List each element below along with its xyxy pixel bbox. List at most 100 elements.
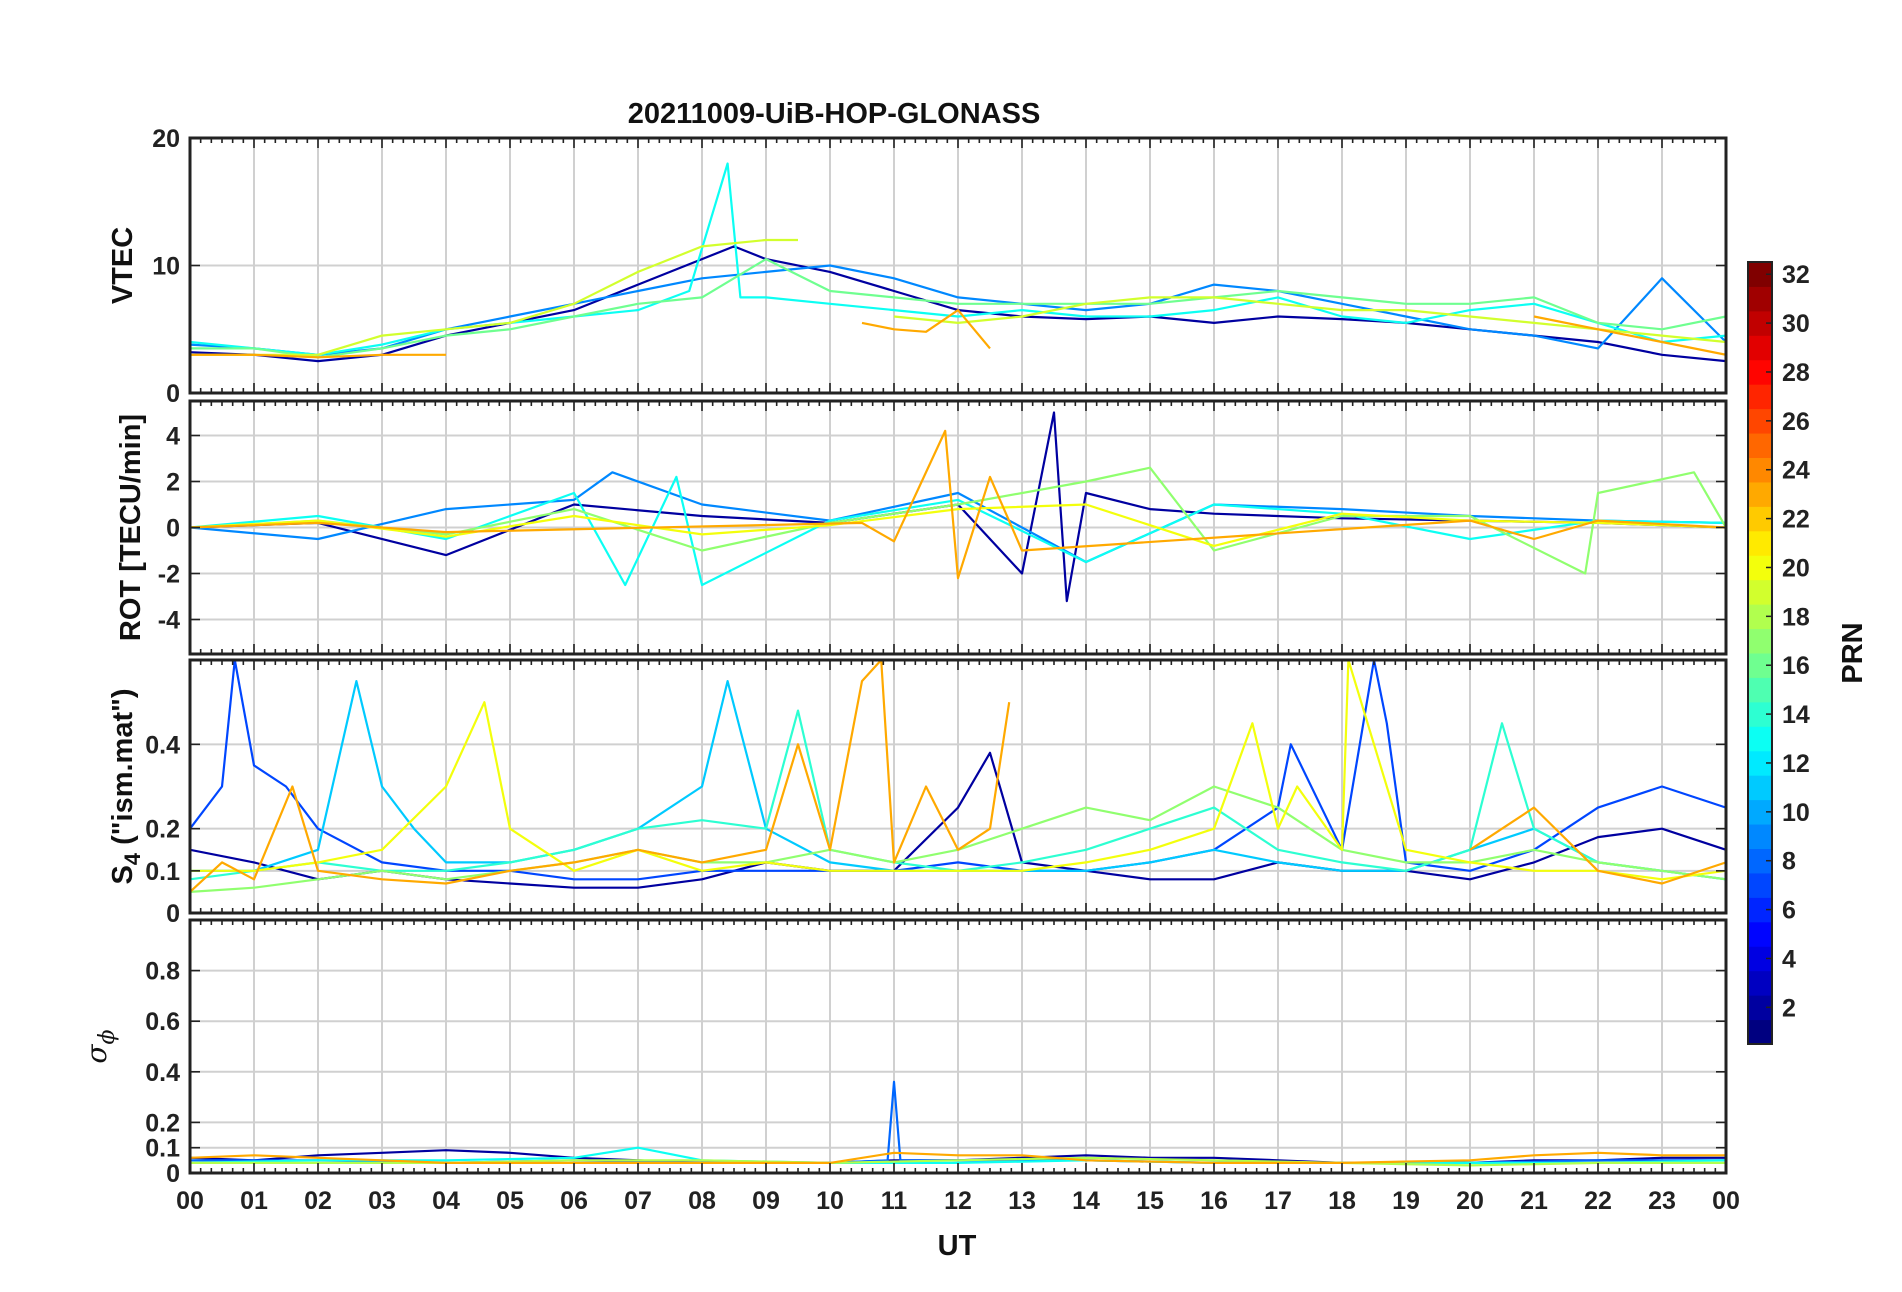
x-tick-label: 12 (944, 1187, 972, 1215)
x-tick-label: 15 (1136, 1187, 1164, 1215)
panel-vtec: 0 10 20 VTEC (107, 125, 1728, 408)
series-line-prn-23 (190, 309, 1726, 359)
panel-frame (188, 399, 1728, 656)
chart-title: 20211009-UiB-HOP-GLONASS (628, 98, 1041, 130)
colorbar-tick-label: 16 (1782, 652, 1810, 680)
y-axis-label-symbol: σ (80, 1044, 113, 1064)
y-tick-label: 0.8 (145, 958, 180, 986)
series-line-prn-23 (190, 660, 1726, 893)
y-tick-label: 0 (166, 1160, 180, 1188)
colorbar-segment (1748, 921, 1772, 947)
x-tick-label: 03 (368, 1187, 396, 1215)
y-tick-label: 20 (152, 125, 180, 153)
y-axis-label-sub: ϕ (95, 1029, 120, 1044)
y-tick-label: 0.2 (145, 816, 180, 844)
y-tick-label: 4 (166, 423, 180, 451)
x-tick-label: 22 (1584, 1187, 1612, 1215)
colorbar-segment (1748, 530, 1772, 556)
series-line-prn-2 (190, 751, 1726, 889)
x-tick-label: 06 (560, 1187, 588, 1215)
x-tick-label: 16 (1200, 1187, 1228, 1215)
x-tick-label: 09 (752, 1187, 780, 1215)
series-line-prn-23 (190, 1151, 1726, 1164)
y-tick-label: 0.1 (145, 858, 180, 886)
panel-sigma: 00.10.2 0.4 0.6 0.8 σϕ (80, 918, 1728, 1188)
colorbar-tick-label: 30 (1782, 310, 1810, 338)
series-line-prn-13 (190, 1146, 1726, 1164)
y-tick-label: 0 (166, 900, 180, 928)
x-tick-label: 00 (176, 1187, 204, 1215)
colorbar-segment (1748, 579, 1772, 605)
colorbar-tick-label: 24 (1782, 457, 1810, 485)
colorbar-tick-label: 12 (1782, 750, 1810, 778)
y-axis-label: ROT [TECU/min] (115, 414, 147, 641)
x-tick-label: 11 (881, 1187, 908, 1215)
x-tick-label: 04 (432, 1187, 460, 1215)
x-tick-label: 17 (1264, 1187, 1292, 1215)
panel-frame (188, 658, 1728, 915)
y-axis-label: σϕ (80, 1029, 120, 1063)
colorbar-segment (1748, 384, 1772, 410)
series-line-prn-13 (190, 475, 1726, 587)
y-axis-label-sub: 4 (120, 852, 145, 865)
series-line-prn-16 (190, 258, 1726, 359)
series-group (190, 411, 1726, 603)
colorbar-segment (1748, 433, 1772, 458)
colorbar-segment (1748, 1019, 1772, 1045)
x-tick-label: 13 (1008, 1187, 1036, 1215)
x-tick-label: 01 (240, 1187, 268, 1215)
x-axis-label: UT (938, 1230, 977, 1262)
x-tick-label: 20 (1456, 1187, 1484, 1215)
y-tick-label: -2 (158, 561, 180, 589)
colorbar-segment (1748, 481, 1772, 507)
x-tick-label: 19 (1392, 1187, 1420, 1215)
colorbar-tick-label: 26 (1782, 408, 1810, 436)
x-tick-label: 07 (624, 1187, 652, 1215)
y-axis-label: VTEC (107, 227, 139, 304)
series-line-prn-20 (190, 660, 1726, 881)
colorbar-segment (1748, 824, 1772, 849)
colorbar-tick-label: 14 (1782, 701, 1810, 729)
colorbar-frame (1747, 261, 1773, 1045)
colorbar-segment (1748, 286, 1772, 312)
y-axis-label-rest: ("ism.mat") (107, 688, 139, 852)
x-tick-label: 02 (304, 1187, 332, 1215)
series-line-prn-23 (190, 429, 1726, 580)
series-group (190, 660, 1726, 893)
colorbar-segment (1748, 677, 1772, 703)
y-tick-label: -4 (158, 607, 180, 635)
x-tick-label: 00 (1712, 1187, 1740, 1215)
x-tick-label: 08 (688, 1187, 716, 1215)
y-tick-label: 0.4 (145, 1059, 180, 1087)
panel-frame (188, 918, 1728, 1175)
colorbar-label: PRN (1837, 622, 1869, 683)
y-tick-label: 0 (166, 515, 180, 543)
colorbar-tick-label: 20 (1782, 554, 1810, 582)
y-tick-label: 0 (166, 380, 180, 408)
colorbar-segment (1748, 628, 1772, 654)
y-tick-label: 2 (166, 469, 180, 497)
x-tick-label: 18 (1328, 1187, 1356, 1215)
series-group (190, 1080, 1726, 1167)
colorbar-segment (1748, 726, 1772, 752)
series-line-prn-9 (190, 471, 1726, 564)
colorbar-tick-label: 22 (1782, 506, 1810, 534)
y-tick-label: 0.2 (145, 1109, 180, 1137)
colorbar-segment (1748, 970, 1772, 996)
colorbar-tick-label: 4 (1782, 945, 1796, 973)
x-tick-label: 23 (1648, 1187, 1676, 1215)
colorbar-tick-label: 8 (1782, 848, 1796, 876)
y-axis-label: S4 ("ism.mat") (107, 688, 145, 884)
series-group (190, 162, 1726, 363)
panel-rot: -4 -2 0 2 4 ROT [TECU/min] (115, 399, 1728, 656)
colorbar-tick-label: 18 (1782, 603, 1810, 631)
x-tick-label: 05 (496, 1187, 524, 1215)
series-line-prn-17 (190, 466, 1726, 575)
colorbar-tick-label: 10 (1782, 799, 1810, 827)
colorbar-segment (1748, 335, 1772, 361)
colorbar-tick-label: 28 (1782, 359, 1810, 387)
panel-frame (188, 136, 1728, 395)
